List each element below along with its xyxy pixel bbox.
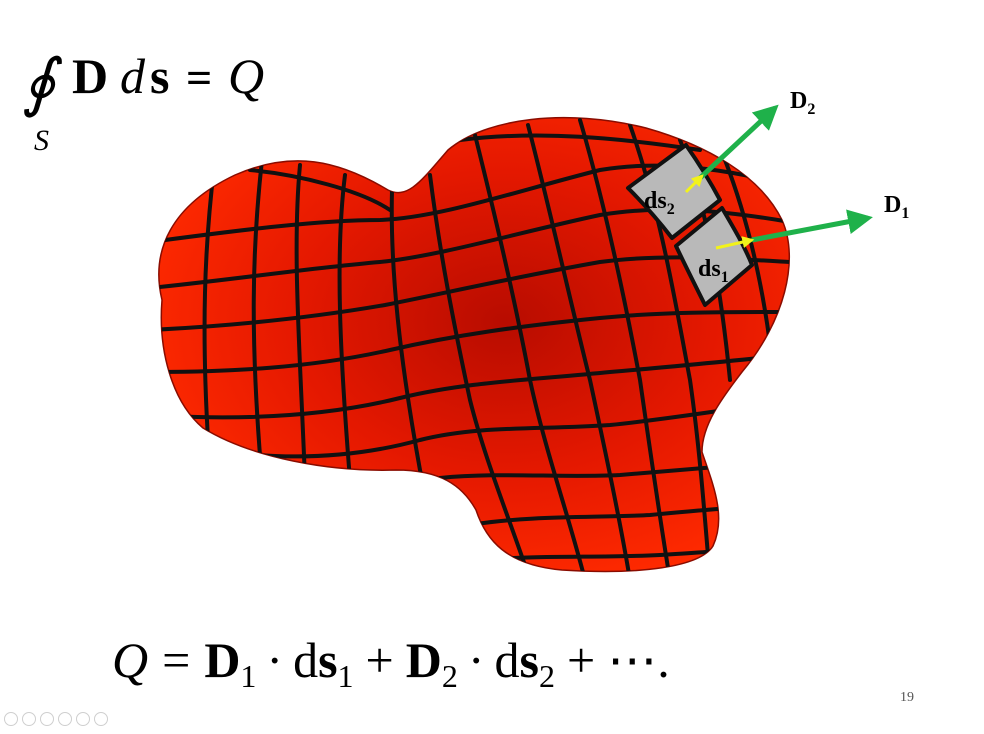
label-ds2: ds2	[644, 188, 675, 218]
surface-element-ds1	[674, 206, 754, 307]
gauss-law-formula: ∮ D d s = Q S	[22, 47, 264, 157]
surface-subscript-S: S	[34, 124, 49, 157]
vector-D2-arrow	[698, 104, 779, 180]
normal-ds2-arrow	[684, 174, 704, 194]
vector-labels: D2 D1 ds2 ds1	[644, 88, 909, 286]
flux-sum-formula: Q = D1 · ds1 + D2 · ds2 + ⋯.	[112, 632, 670, 694]
formula-equals: =	[186, 52, 212, 103]
formula-D: D	[72, 48, 108, 104]
toolbar-more-icon[interactable]	[94, 712, 108, 726]
formula-d: d	[120, 48, 146, 104]
label-D1: D1	[884, 192, 909, 222]
label-D2: D2	[790, 88, 815, 118]
label-ds1: ds1	[698, 256, 729, 286]
normal-ds1-arrow	[715, 236, 755, 250]
formula-Q: Q	[228, 48, 264, 104]
toolbar-pen-icon[interactable]	[40, 712, 54, 726]
vectors	[684, 104, 873, 250]
formula-s: s	[150, 48, 169, 104]
toolbar-forward-icon[interactable]	[22, 712, 36, 726]
closed-surface	[158, 116, 791, 573]
closed-integral-symbol: ∮	[22, 47, 63, 118]
toolbar-back-icon[interactable]	[4, 712, 18, 726]
toolbar-slides-icon[interactable]	[58, 712, 72, 726]
vector-D1-arrow	[751, 209, 873, 243]
toolbar-zoom-icon[interactable]	[76, 712, 90, 726]
page-number: 19	[900, 690, 914, 705]
surface-element-ds2	[626, 143, 722, 240]
slide-toolbar	[4, 712, 108, 726]
